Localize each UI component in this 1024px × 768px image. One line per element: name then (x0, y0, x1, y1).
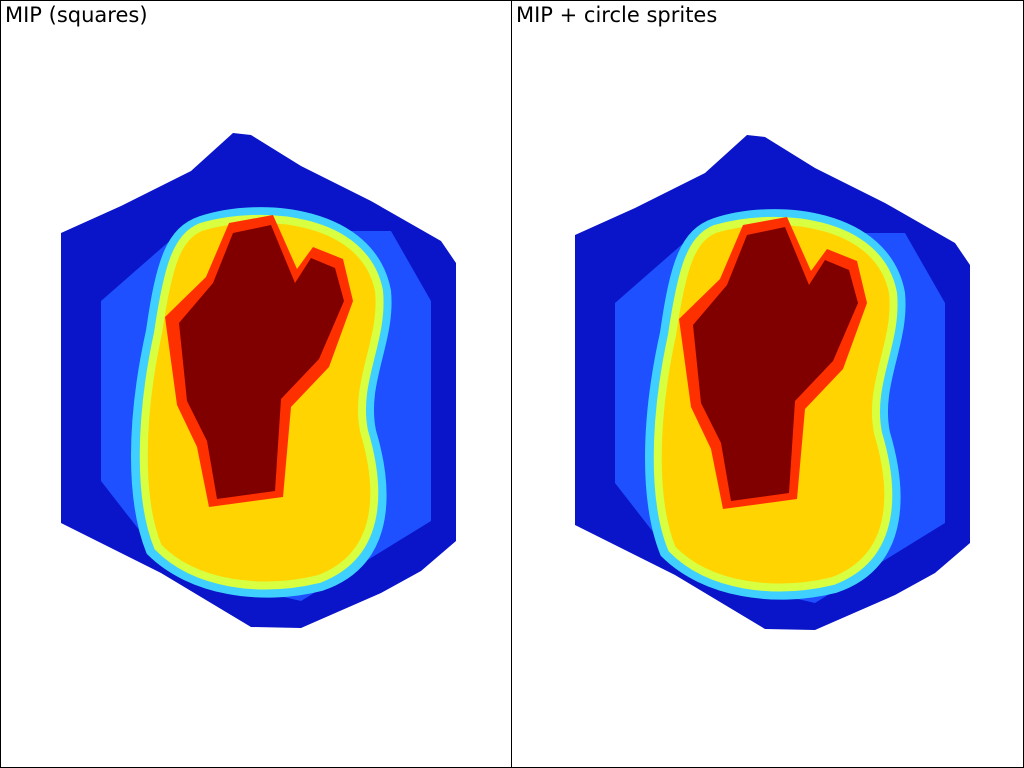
subplot-title: MIP + circle sprites (516, 3, 718, 27)
point-cloud-circles (575, 135, 970, 630)
subplot-circles[interactable]: MIP + circle sprites (511, 0, 1024, 768)
max-region (179, 225, 344, 499)
shell-edge-region (139, 214, 384, 590)
point-cloud-squares (61, 133, 456, 628)
max-region (693, 227, 858, 501)
mip-render-squares (61, 133, 456, 628)
subplot-squares[interactable]: MIP (squares) (0, 0, 512, 768)
mip-render-circles (575, 135, 970, 630)
subplot-title: MIP (squares) (5, 3, 148, 27)
shell-edge-region (653, 216, 898, 592)
